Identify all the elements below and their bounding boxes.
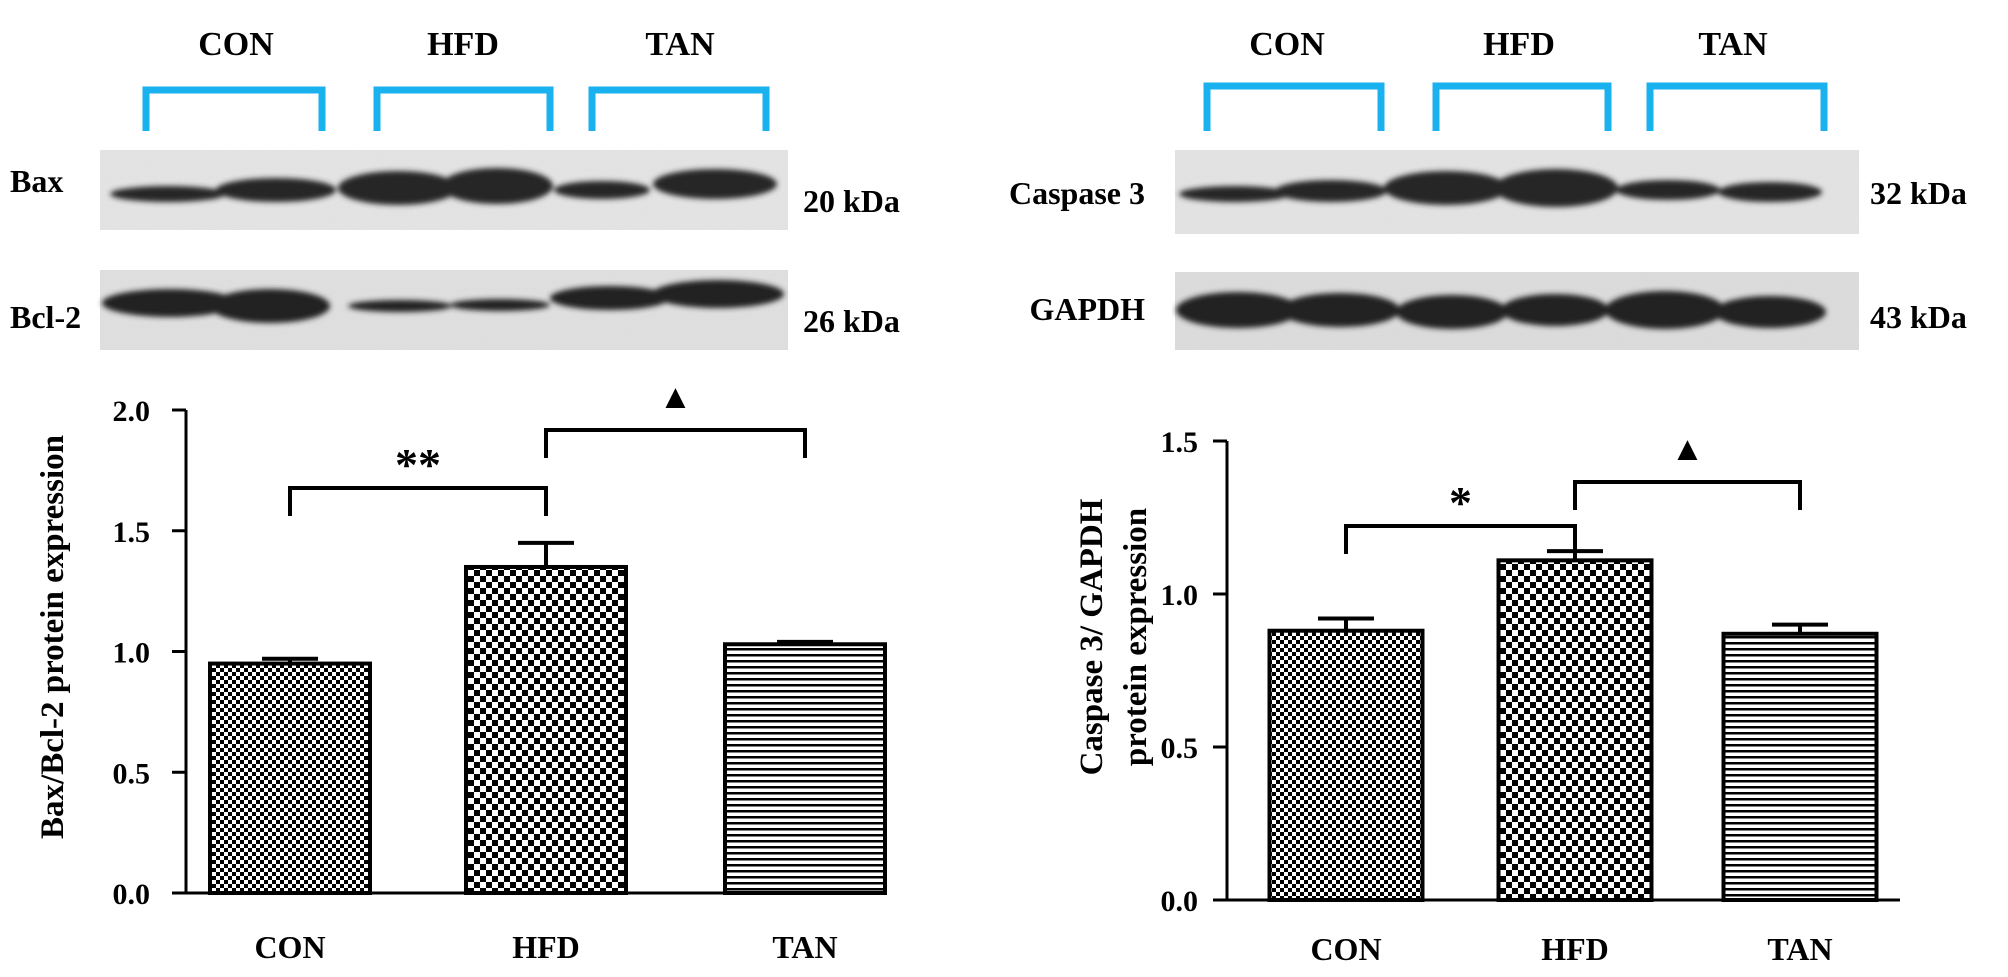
y-tick-label: 1.0: [1161, 579, 1199, 612]
group-label-con-right: CON: [1249, 26, 1325, 63]
y-axis-title-right-line1: Caspase 3/ GAPDH: [1074, 498, 1110, 775]
group-bracket-tan: [588, 86, 770, 131]
group-label-tan: TAN: [645, 26, 715, 63]
x-tick-labels-right: CON HFD TAN: [1310, 931, 1832, 967]
blot-strip-bax: [100, 150, 788, 230]
y-tick-labels-left: 0.0 0.5 1.0 1.5 2.0: [113, 395, 186, 911]
group-bracket-hfd: [373, 86, 554, 131]
bars-left: [208, 540, 887, 896]
x-tick-label-hfd: HFD: [512, 929, 580, 965]
x-tick-label-hfd: HFD: [1541, 931, 1609, 967]
bar-hfd: [1496, 558, 1654, 903]
group-label-tan-right: TAN: [1698, 26, 1768, 63]
x-tick-labels-left: CON HFD TAN: [254, 929, 837, 965]
significance-label: **: [395, 439, 441, 490]
x-tick-label-tan: TAN: [1767, 931, 1832, 967]
size-label-32kda: 32 kDa: [1870, 175, 1967, 211]
y-tick-label: 0.5: [1161, 732, 1199, 765]
y-tick-label: 1.0: [113, 637, 151, 670]
bar-tan: [1721, 631, 1879, 903]
significance-label: ▲: [1671, 431, 1705, 468]
bar-con: [1267, 628, 1425, 902]
bar-con: [208, 661, 372, 896]
y-tick-labels-right: 0.0 0.5 1.0 1.5: [1161, 426, 1227, 918]
blot-panel-right: CON HFD TAN Caspase 3 GAPDH 32 kDa 43 kD…: [1009, 26, 1967, 350]
significance-label: ▲: [659, 379, 693, 416]
x-tick-label-tan: TAN: [772, 929, 837, 965]
significance-bracket: [544, 428, 807, 458]
significance-bracket: [288, 486, 548, 516]
size-label-20kda: 20 kDa: [803, 183, 900, 219]
group-label-hfd-right: HFD: [1483, 26, 1555, 63]
blot-panel-left: CON HFD TAN Bax Bcl-2 20 kDa 26 kDa: [10, 26, 900, 350]
significance-label: *: [1449, 477, 1472, 528]
protein-label-caspase3: Caspase 3: [1009, 175, 1145, 211]
group-bracket-hfd-right: [1432, 82, 1612, 131]
significance-right: *▲: [1344, 431, 1802, 554]
y-axis-title-right: Caspase 3/ GAPDH protein expression: [1074, 498, 1154, 775]
bar-hfd: [464, 564, 628, 895]
size-label-26kda: 26 kDa: [803, 303, 900, 339]
bar-chart-bax-bcl2: Bax/Bcl-2 protein expression 0.0 0.5 1.0 1.…: [35, 379, 887, 965]
bars-right: [1267, 549, 1879, 903]
group-bracket-con: [142, 86, 326, 131]
bar-chart-caspase3-gapdh: Caspase 3/ GAPDH protein expression 0.00…: [1074, 426, 1900, 967]
protein-label-bcl2: Bcl-2: [10, 299, 81, 335]
size-label-43kda: 43 kDa: [1870, 299, 1967, 335]
group-bracket-tan-right: [1646, 82, 1828, 131]
y-tick-label: 0.0: [1161, 885, 1199, 918]
group-bracket-con-right: [1203, 82, 1385, 131]
y-tick-label: 0.5: [113, 757, 151, 790]
y-axis-title-left-text: Bax/Bcl-2 protein expression: [35, 435, 71, 839]
y-tick-label: 2.0: [113, 395, 151, 428]
protein-label-bax: Bax: [10, 163, 63, 199]
significance-bracket: [1344, 524, 1577, 554]
group-label-con: CON: [198, 26, 274, 63]
blot-strip-bcl2: [100, 270, 788, 350]
significance-bracket: [1573, 480, 1802, 510]
x-tick-label-con: CON: [254, 929, 325, 965]
blot-strip-gapdh: [1175, 272, 1859, 350]
blot-strip-caspase3: [1175, 150, 1859, 234]
group-label-hfd: HFD: [427, 26, 499, 63]
y-axis-title-left: Bax/Bcl-2 protein expression: [35, 435, 71, 839]
y-tick-label: 1.5: [113, 516, 151, 549]
x-tick-label-con: CON: [1310, 931, 1381, 967]
y-axis-title-right-line2: protein expression: [1118, 508, 1154, 766]
y-tick-label: 0.0: [113, 878, 151, 911]
bar-tan: [723, 642, 887, 895]
y-tick-label: 1.5: [1161, 426, 1199, 459]
significance-left: ** ▲: [288, 379, 807, 516]
protein-label-gapdh: GAPDH: [1029, 291, 1145, 327]
